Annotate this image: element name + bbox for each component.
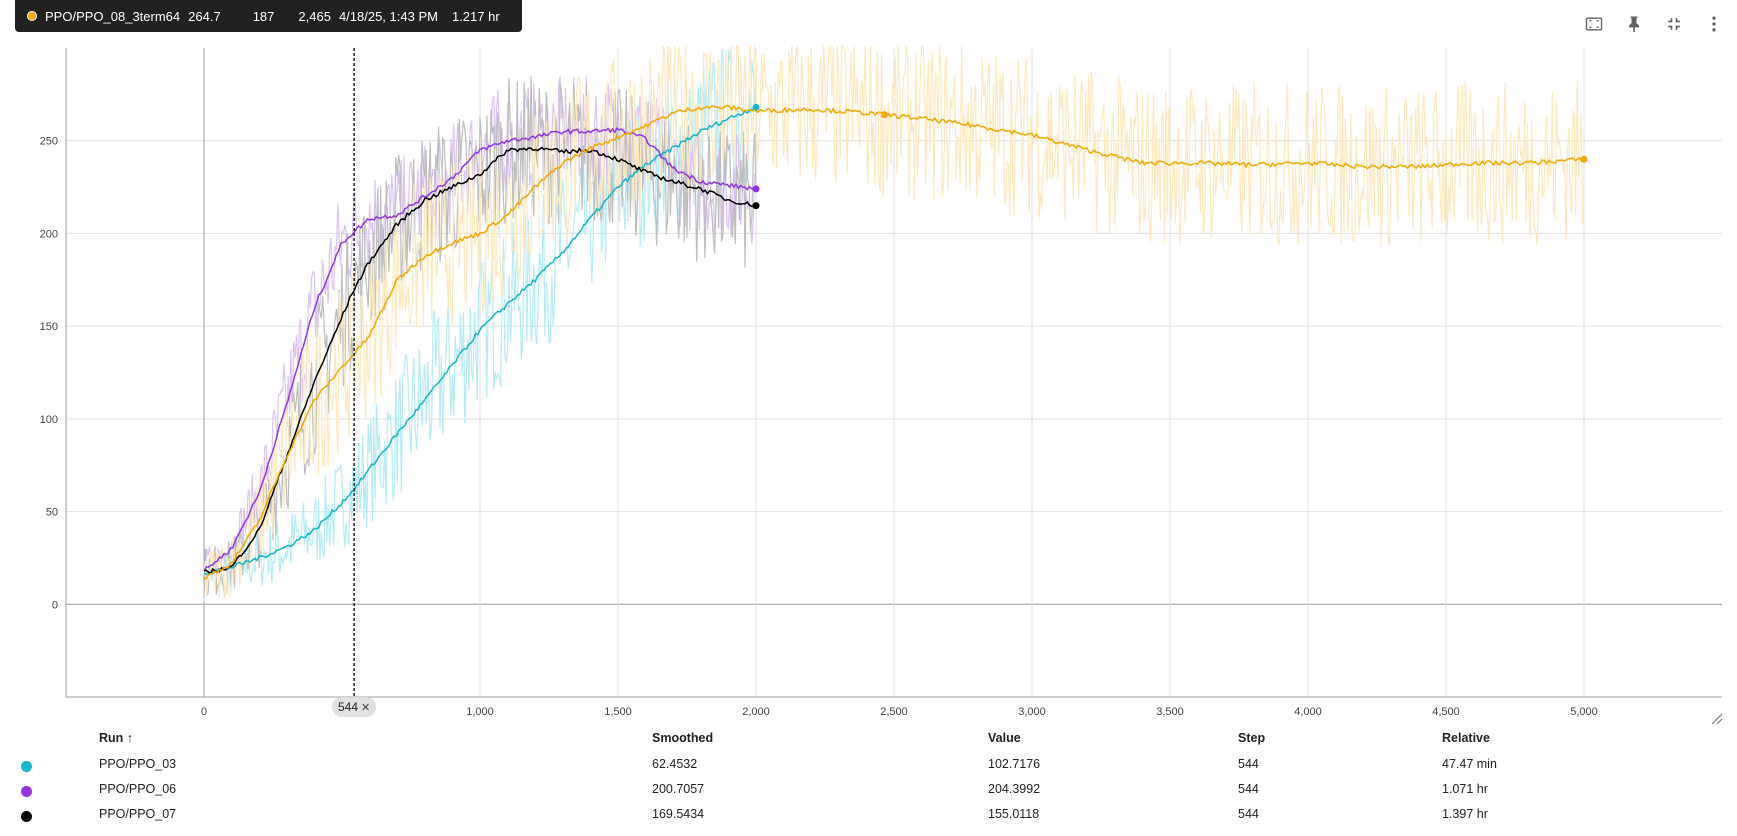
- series-end-point: [752, 185, 760, 193]
- header-smoothed: Smoothed: [652, 731, 714, 745]
- row-step: 544: [1238, 782, 1259, 796]
- tooltip-step: 2,465: [298, 8, 331, 24]
- header-run[interactable]: Run ↑: [99, 731, 134, 745]
- row-relative: 47.47 min: [1442, 757, 1497, 771]
- table-header: Run ↑ Smoothed Value Step Relative: [0, 728, 1737, 753]
- row-step: 544: [1238, 807, 1259, 821]
- run-data-table: Run ↑ Smoothed Value Step Relative PPO/P…: [0, 728, 1737, 828]
- y-tick-label: 50: [46, 507, 58, 519]
- x-tick-label: 2,500: [880, 706, 908, 718]
- chart-toolbar: [1581, 12, 1727, 36]
- x-tick-label: 4,500: [1432, 706, 1460, 718]
- chart-grid: [66, 48, 1722, 697]
- x-tick-label: 1,000: [466, 706, 494, 718]
- y-tick-label: 200: [40, 228, 58, 240]
- tooltip-time: 4/18/25, 1:43 PM: [338, 8, 438, 24]
- table-row: PPO/PPO_03 62.4532 102.7176 544 47.47 mi…: [0, 753, 1737, 778]
- header-step: Step: [1238, 731, 1266, 745]
- y-tick-label: 250: [40, 136, 58, 148]
- smoothed-series-line: [203, 146, 757, 575]
- raw-series-line: [203, 46, 757, 602]
- smoothed-series-line: [203, 127, 757, 572]
- line-chart[interactable]: 0 50 100 150 200 250 0 1,000 1,500 2,000 2,500 3,00…: [0, 0, 1737, 728]
- tooltip-relative: 1.217 hr: [451, 8, 500, 24]
- row-smoothed: 169.5434: [652, 807, 705, 821]
- table-row: PPO/PPO_06 200.7057 204.3992 544 1.071 h…: [0, 778, 1737, 803]
- row-smoothed: 62.4532: [652, 757, 698, 771]
- smoothed-series-lines: [203, 103, 1588, 580]
- tooltip-run: PPO/PPO_08_3term64: [45, 8, 181, 24]
- series-end-point: [752, 103, 760, 111]
- fit-domain-icon: [1585, 17, 1603, 31]
- row-run: PPO/PPO_03: [99, 757, 177, 771]
- raw-series-line: [203, 44, 1585, 599]
- row-smoothed: 200.7057: [652, 782, 705, 796]
- row-step: 544: [1238, 757, 1259, 771]
- tooltip-value: 187: [252, 8, 275, 24]
- pin-button[interactable]: [1621, 12, 1647, 36]
- cursor-step-label: 544: [338, 700, 359, 714]
- y-tick-label: 150: [40, 321, 58, 333]
- cursor-step-chip[interactable]: 544 ✕: [332, 697, 377, 717]
- row-run: PPO/PPO_06: [99, 782, 177, 796]
- pin-icon: [1629, 16, 1639, 33]
- close-icon[interactable]: ✕: [361, 701, 371, 714]
- raw-series-line: [203, 76, 757, 599]
- fit-domain-button[interactable]: [1581, 12, 1607, 36]
- table-row: PPO/PPO_07 169.5434 155.0118 544 1.397 h…: [0, 803, 1737, 828]
- resize-handle-icon[interactable]: [1709, 711, 1723, 725]
- tooltip-smoothed: 264.7: [188, 8, 221, 24]
- row-value: 204.3992: [988, 782, 1041, 796]
- x-tick-label: 0: [201, 706, 207, 718]
- smoothed-series-line: [203, 104, 1585, 580]
- x-tick-label: 2,000: [742, 706, 770, 718]
- row-value: 102.7176: [988, 757, 1041, 771]
- tooltip-run-color-dot: [27, 11, 37, 21]
- series-end-point: [752, 202, 760, 210]
- x-tick-label: 3,000: [1018, 706, 1046, 718]
- run-color-dot: [21, 811, 32, 822]
- y-tick-label: 100: [40, 414, 58, 426]
- x-tick-label: 5,000: [1570, 706, 1598, 718]
- hover-tooltip: PPO/PPO_08_3term64 264.7 187 2,465 4/18/…: [15, 0, 522, 32]
- run-color-dot: [21, 761, 32, 772]
- x-tick-label: 3,500: [1156, 706, 1184, 718]
- header-value: Value: [988, 731, 1021, 745]
- hover-point: [880, 111, 888, 119]
- y-tick-label: 0: [52, 599, 58, 611]
- header-relative: Relative: [1442, 731, 1490, 745]
- row-relative: 1.397 hr: [1442, 807, 1488, 821]
- run-color-dot: [21, 786, 32, 797]
- row-run: PPO/PPO_07: [99, 807, 177, 821]
- more-options-button[interactable]: [1701, 12, 1727, 36]
- smoothed-series-line: [203, 106, 757, 575]
- raw-series-lines: [203, 44, 1585, 602]
- more-vert-icon: [1712, 16, 1716, 32]
- x-tick-label: 1,500: [604, 706, 632, 718]
- row-relative: 1.071 hr: [1442, 782, 1488, 796]
- fullscreen-exit-button[interactable]: [1661, 12, 1687, 36]
- fullscreen-exit-icon: [1668, 18, 1680, 30]
- x-tick-label: 4,000: [1294, 706, 1322, 718]
- row-value: 155.0118: [988, 807, 1040, 821]
- series-end-point: [1580, 155, 1588, 163]
